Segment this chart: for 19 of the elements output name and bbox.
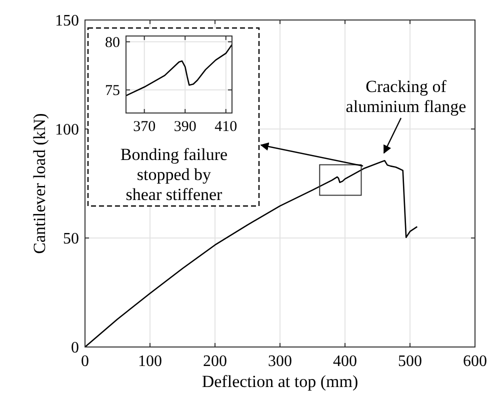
x-tick-label: 390 <box>174 119 196 135</box>
y-tick-label: 0 <box>71 340 79 357</box>
x-axis-title: Deflection at top (mm) <box>202 372 358 391</box>
x-tick-label: 400 <box>333 353 357 370</box>
x-tick-label: 500 <box>398 353 422 370</box>
x-tick-label: 370 <box>133 119 156 135</box>
x-tick-label: 600 <box>463 353 487 370</box>
line-series <box>126 44 232 96</box>
y-tick-label: 50 <box>63 230 79 248</box>
x-tick-label: 200 <box>203 353 227 370</box>
y-axis-title: Cantilever load (kN) <box>30 113 49 254</box>
y-tick-label: 75 <box>105 83 120 100</box>
y-tick-label: 150 <box>55 12 79 30</box>
x-tick-label: 300 <box>268 353 292 370</box>
y-tick-label: 80 <box>105 35 120 52</box>
x-tick-label: 410 <box>214 119 238 135</box>
x-tick-label: 100 <box>138 353 162 370</box>
annotation: Bonding failure stopped by shear stiffener <box>120 145 228 204</box>
annotation: Cracking of aluminium flange <box>346 77 466 116</box>
